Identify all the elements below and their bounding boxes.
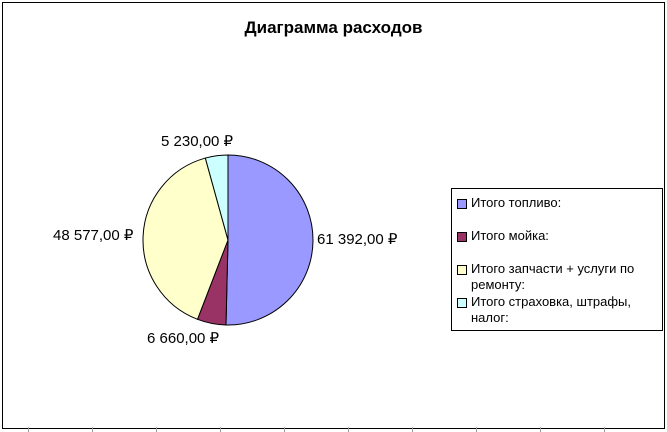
legend-item-insurance-fines-tax: Итого страховка, штрафы, налог: xyxy=(457,294,659,326)
gridline-tick xyxy=(28,427,29,432)
legend-swatch-fuel xyxy=(457,199,467,209)
legend-label: Итого мойка: xyxy=(471,228,549,243)
legend-item-parts-repair: Итого запчасти + услуги по ремонту: xyxy=(457,261,659,293)
data-label-insurance-fines-tax: 5 230,00 ₽ xyxy=(161,133,234,150)
data-label-wash: 6 660,00 ₽ xyxy=(147,330,220,347)
gridline-tick xyxy=(348,427,349,432)
legend-swatch-parts-repair xyxy=(457,265,467,275)
gridline-tick xyxy=(540,427,541,432)
gridline-tick xyxy=(92,427,93,432)
legend-swatch-insurance-fines-tax xyxy=(457,298,467,308)
legend-item-wash: Итого мойка: xyxy=(457,228,659,244)
gridline-tick xyxy=(412,427,413,432)
gridline-tick xyxy=(220,427,221,432)
legend-label: Итого топливо: xyxy=(471,195,562,210)
pie-slice-insurance-fines-tax xyxy=(204,154,229,241)
legend-label: Итого страховка, штрафы, налог: xyxy=(471,294,632,325)
gridline-tick xyxy=(284,427,285,432)
legend-swatch-wash xyxy=(457,232,467,242)
gridline-tick xyxy=(604,427,605,432)
legend-item-fuel: Итого топливо: xyxy=(457,195,659,211)
pie-slice-parts-repair xyxy=(142,157,229,320)
data-label-parts-repair: 48 577,00 ₽ xyxy=(53,227,134,244)
data-label-fuel: 61 392,00 ₽ xyxy=(317,231,398,248)
legend: Итого топливо: Итого мойка: Итого запчас… xyxy=(451,188,663,331)
legend-label: Итого запчасти + услуги по ремонту: xyxy=(471,261,635,292)
gridline-tick xyxy=(156,427,157,432)
gridline-tick xyxy=(476,427,477,432)
chart-title: Диаграмма расходов xyxy=(244,18,423,37)
pie-slice-fuel xyxy=(225,154,314,326)
